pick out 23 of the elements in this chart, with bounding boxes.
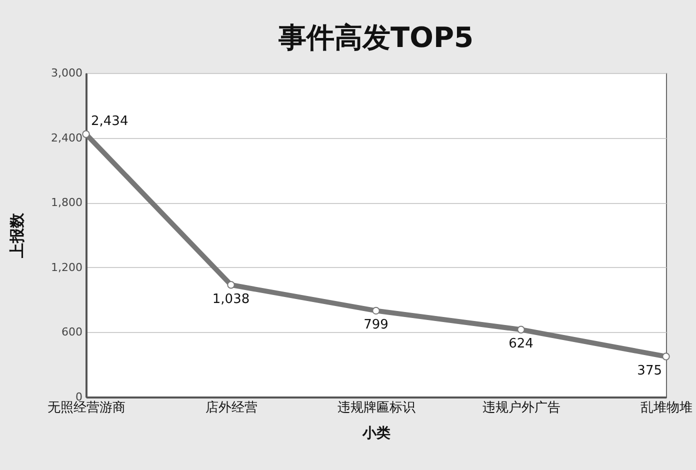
y-tick-label: 2,400 — [51, 131, 82, 144]
y-axis-title: 上报数 — [8, 212, 26, 259]
x-tick-label: 违规户外广告 — [482, 400, 560, 416]
data-label: 624 — [508, 336, 534, 352]
y-tick-label: 3,000 — [51, 66, 82, 80]
point — [227, 281, 235, 289]
y-tick-label: 600 — [62, 326, 82, 339]
x-axis-title: 小类 — [362, 426, 390, 442]
point — [517, 326, 525, 334]
chart-title: 事件高发TOP5 — [278, 21, 474, 54]
y-tick-label: 1,800 — [51, 196, 82, 210]
data-label: 1,038 — [212, 292, 250, 307]
y-tick-label: 1,200 — [51, 260, 82, 274]
x-tick-label: 乱堆物堆 — [640, 400, 692, 416]
point — [372, 306, 380, 315]
x-tick-label: 违规牌匾标识 — [338, 400, 416, 416]
point — [82, 130, 90, 138]
data-label: 2,434 — [91, 114, 128, 130]
data-label: 799 — [364, 318, 388, 333]
x-tick-label: 无照经营游商 — [48, 400, 126, 416]
point — [662, 352, 670, 360]
x-tick-label: 店外经营 — [206, 400, 258, 416]
data-label: 375 — [637, 364, 662, 378]
